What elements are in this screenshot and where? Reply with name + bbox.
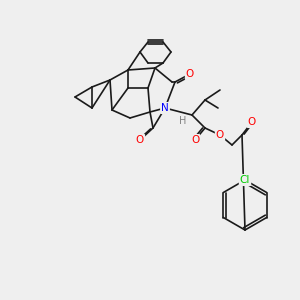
Text: O: O bbox=[248, 117, 256, 127]
Text: O: O bbox=[186, 69, 194, 79]
Text: Cl: Cl bbox=[240, 175, 250, 185]
Text: H: H bbox=[179, 116, 187, 126]
Text: N: N bbox=[161, 103, 169, 113]
Text: O: O bbox=[216, 130, 224, 140]
Text: O: O bbox=[136, 135, 144, 145]
Text: O: O bbox=[191, 135, 199, 145]
